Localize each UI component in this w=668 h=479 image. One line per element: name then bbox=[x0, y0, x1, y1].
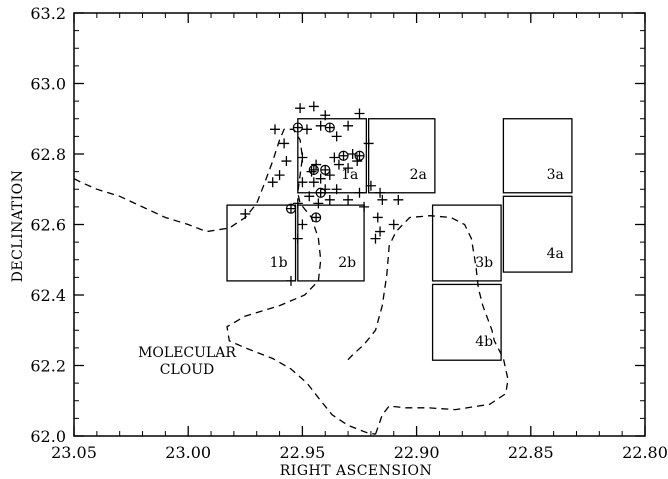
source-plus-marker bbox=[308, 177, 319, 188]
source-plus-marker bbox=[352, 156, 363, 167]
y-axis-title: DECLINATION bbox=[10, 170, 26, 283]
source-plus-marker bbox=[320, 110, 331, 121]
source-plus-marker bbox=[281, 156, 292, 167]
y-tick-label: 62.0 bbox=[30, 427, 66, 446]
source-plus-marker bbox=[308, 101, 319, 112]
field-box-4a bbox=[502, 195, 573, 273]
source-plus-marker bbox=[304, 191, 315, 202]
y-tick-label: 63.0 bbox=[30, 75, 66, 94]
source-plus-marker bbox=[377, 194, 388, 205]
source-plus-marker bbox=[309, 165, 319, 175]
source-plus-marker bbox=[354, 108, 365, 119]
source-plus-marker bbox=[279, 138, 290, 149]
source-plus-marker bbox=[359, 201, 370, 212]
source-plus-marker bbox=[343, 194, 354, 205]
field-label-4b: 4b bbox=[475, 334, 493, 350]
source-plus-marker bbox=[354, 187, 365, 198]
molecular-cloud-label-line-2: CLOUD bbox=[160, 362, 215, 378]
source-plus-marker bbox=[393, 194, 404, 205]
source-plus-marker bbox=[363, 138, 374, 149]
source-plus-marker bbox=[306, 166, 317, 177]
cloud-contour-2 bbox=[345, 215, 509, 435]
x-tick-label: 22.90 bbox=[394, 443, 440, 462]
field-label-3b: 3b bbox=[475, 255, 493, 271]
x-tick-label: 23.05 bbox=[51, 443, 97, 462]
x-tick-label: 23.00 bbox=[165, 443, 211, 462]
field-label-1b: 1b bbox=[270, 255, 288, 271]
field-box-3a bbox=[502, 118, 573, 194]
source-plus-marker bbox=[331, 131, 342, 142]
source-points-layer bbox=[240, 101, 404, 286]
axis-ticks-layer: 23.05 23.00 22.95 22.90 22.85 22.80 62.0 62.2 62… bbox=[30, 4, 668, 462]
source-plus-marker bbox=[269, 124, 280, 135]
field-label-4a: 4a bbox=[547, 246, 564, 262]
field-box-1b bbox=[226, 204, 297, 282]
y-tick-label: 62.4 bbox=[30, 286, 66, 305]
source-plus-marker bbox=[274, 170, 285, 181]
source-plus-marker bbox=[292, 198, 303, 209]
source-plus-marker bbox=[297, 152, 308, 163]
x-tick-label: 22.95 bbox=[279, 443, 325, 462]
source-plus-marker bbox=[285, 275, 296, 286]
source-plus-marker bbox=[388, 219, 399, 230]
source-plus-marker bbox=[325, 123, 335, 133]
x-tick-label: 22.85 bbox=[508, 443, 554, 462]
source-plus-marker bbox=[329, 152, 340, 163]
source-plus-marker bbox=[343, 120, 354, 131]
source-plus-marker bbox=[315, 120, 326, 131]
source-plus-marker bbox=[297, 219, 308, 230]
source-plus-marker bbox=[315, 173, 326, 184]
source-plus-marker bbox=[301, 124, 312, 135]
field-label-2b: 2b bbox=[338, 255, 356, 271]
field-box-4b bbox=[431, 283, 502, 361]
field-box-2a bbox=[367, 118, 436, 194]
field-label-2a: 2a bbox=[410, 167, 427, 183]
source-plus-marker bbox=[370, 233, 381, 244]
y-tick-label: 63.2 bbox=[30, 4, 66, 23]
y-tick-label: 62.8 bbox=[30, 145, 66, 164]
x-tick-label: 22.80 bbox=[622, 443, 668, 462]
source-plus-marker bbox=[355, 151, 364, 161]
source-plus-marker bbox=[240, 208, 251, 219]
source-plus-marker bbox=[375, 226, 386, 237]
source-plus-marker bbox=[347, 149, 358, 159]
y-tick-label: 62.2 bbox=[30, 357, 66, 376]
molecular-cloud-contour-layer bbox=[73, 128, 509, 435]
source-plus-marker bbox=[311, 159, 322, 170]
source-plus-marker bbox=[339, 151, 349, 161]
field-box-3b bbox=[431, 204, 502, 282]
source-plus-marker bbox=[316, 188, 326, 198]
source-plus-marker bbox=[311, 212, 321, 222]
source-plus-marker bbox=[320, 165, 330, 175]
source-plus-marker bbox=[331, 184, 342, 195]
source-plus-marker bbox=[375, 187, 386, 198]
source-plus-marker bbox=[313, 198, 324, 209]
source-plus-marker bbox=[292, 233, 303, 244]
source-plus-marker bbox=[365, 180, 376, 191]
field-label-3a: 3a bbox=[547, 167, 564, 183]
source-plus-marker bbox=[293, 123, 303, 133]
cloud-contour-1 bbox=[73, 128, 376, 435]
field-label-1a: 1a bbox=[341, 167, 358, 183]
source-plus-marker bbox=[297, 177, 308, 188]
source-plus-marker bbox=[333, 159, 344, 170]
field-box-1a bbox=[297, 118, 368, 194]
observation-fields-layer: 1a 2a 3a 4a 1b 2b 3b 4b bbox=[226, 118, 573, 361]
molecular-cloud-label-line-1: MOLECULAR bbox=[138, 345, 236, 361]
source-plus-marker bbox=[295, 103, 306, 114]
y-tick-label: 62.6 bbox=[30, 216, 66, 235]
source-plus-marker bbox=[343, 163, 354, 174]
source-plus-marker bbox=[286, 204, 296, 214]
source-plus-marker bbox=[267, 177, 278, 188]
x-axis-title: RIGHT ASCENSION bbox=[280, 463, 432, 479]
source-plus-marker bbox=[324, 194, 335, 205]
source-plus-marker bbox=[372, 212, 383, 223]
